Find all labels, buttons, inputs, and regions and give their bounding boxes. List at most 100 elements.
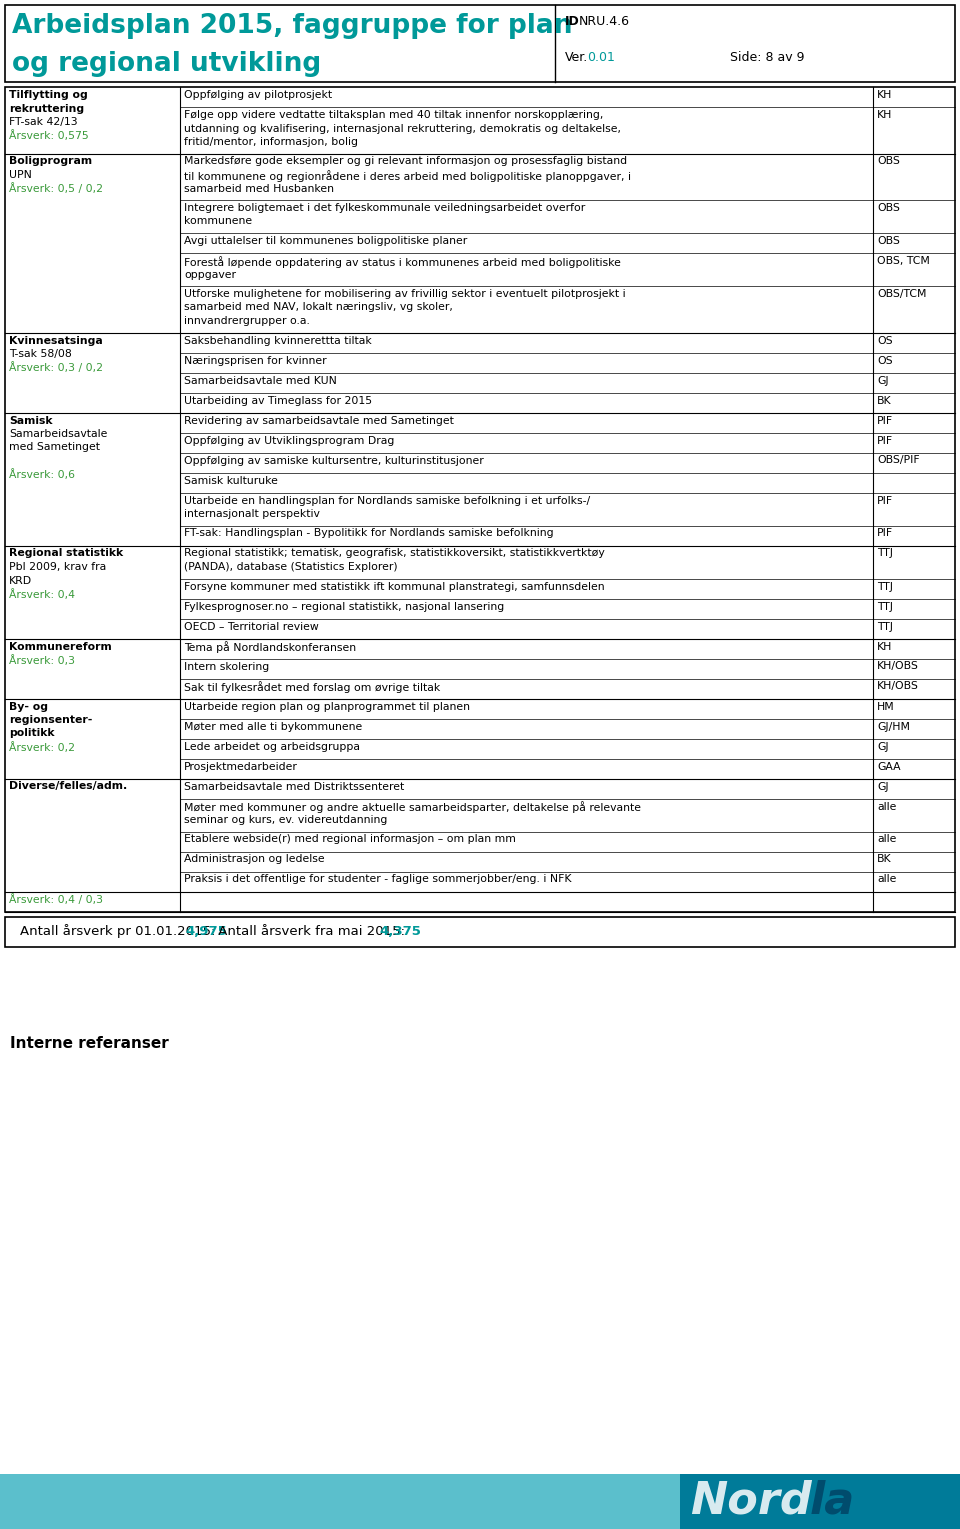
- Text: FT-sak: Handlingsplan - Bypolitikk for Nordlands samiske befolkning: FT-sak: Handlingsplan - Bypolitikk for N…: [184, 529, 554, 538]
- Text: Årsverk: 0,5 / 0,2: Årsverk: 0,5 / 0,2: [9, 183, 103, 194]
- Text: Ver.: Ver.: [565, 50, 588, 64]
- Text: Næringsprisen for kvinner: Næringsprisen for kvinner: [184, 356, 326, 365]
- Text: TTJ: TTJ: [877, 601, 893, 612]
- Text: KRD: KRD: [9, 575, 32, 586]
- Text: Kommunereform: Kommunereform: [9, 642, 111, 651]
- Text: Møter med alle ti bykommunene: Møter med alle ti bykommunene: [184, 722, 362, 731]
- Text: Følge opp videre vedtatte tiltaksplan med 40 tiltak innenfor norskopplæring,: Følge opp videre vedtatte tiltaksplan me…: [184, 110, 604, 119]
- Text: alle: alle: [877, 875, 897, 884]
- Bar: [5, 916, 955, 946]
- Text: Nord: Nord: [690, 1479, 812, 1521]
- Text: OBS, TCM: OBS, TCM: [877, 255, 930, 266]
- Bar: [5, 87, 955, 911]
- Text: Integrere boligtemaet i det fylkeskommunale veiledningsarbeidet overfor: Integrere boligtemaet i det fylkeskommun…: [184, 203, 586, 213]
- Text: Tema på Nordlandskonferansen: Tema på Nordlandskonferansen: [184, 642, 356, 653]
- Text: OBS: OBS: [877, 203, 900, 213]
- Text: GJ: GJ: [877, 781, 889, 792]
- Text: GJ: GJ: [877, 376, 889, 385]
- Text: 4,975: 4,975: [185, 925, 227, 937]
- Text: Side: 8 av 9: Side: 8 av 9: [730, 50, 804, 64]
- Text: Utarbeide region plan og planprogrammet til planen: Utarbeide region plan og planprogrammet …: [184, 702, 470, 711]
- Text: NRU.4.6: NRU.4.6: [579, 15, 630, 28]
- Text: PIF: PIF: [877, 416, 893, 425]
- Text: ID: ID: [565, 15, 580, 28]
- Text: og regional utvikling: og regional utvikling: [12, 50, 322, 76]
- Bar: [5, 5, 955, 83]
- Text: alle: alle: [877, 801, 897, 812]
- Text: Årsverk: 0,4: Årsverk: 0,4: [9, 589, 75, 599]
- Text: samarbeid med NAV, lokalt næringsliv, vg skoler,: samarbeid med NAV, lokalt næringsliv, vg…: [184, 303, 453, 312]
- Text: Intern skolering: Intern skolering: [184, 662, 269, 671]
- Text: oppgaver: oppgaver: [184, 269, 236, 280]
- Text: Saksbehandling kvinnerettta tiltak: Saksbehandling kvinnerettta tiltak: [184, 335, 372, 346]
- Text: seminar og kurs, ev. videreutdanning: seminar og kurs, ev. videreutdanning: [184, 815, 388, 826]
- Text: Markedsføre gode eksempler og gi relevant informasjon og prosessfaglig bistand: Markedsføre gode eksempler og gi relevan…: [184, 156, 627, 167]
- Text: OBS: OBS: [877, 156, 900, 167]
- Text: la: la: [810, 1479, 855, 1521]
- Text: utdanning og kvalifisering, internasjonal rekruttering, demokratis og deltakelse: utdanning og kvalifisering, internasjona…: [184, 124, 621, 133]
- Text: regionsenter-: regionsenter-: [9, 716, 92, 725]
- Text: Samarbeidsavtale med Distriktssenteret: Samarbeidsavtale med Distriktssenteret: [184, 781, 404, 792]
- Text: By- og: By- og: [9, 702, 48, 711]
- Text: Antall årsverk pr 01.01.2015:: Antall årsverk pr 01.01.2015:: [20, 925, 220, 939]
- Text: Avgi uttalelser til kommunenes boligpolitiske planer: Avgi uttalelser til kommunenes boligpoli…: [184, 235, 468, 246]
- Text: til kommunene og regionrådene i deres arbeid med boligpolitiske planoppgaver, i: til kommunene og regionrådene i deres ar…: [184, 170, 631, 182]
- Text: Fylkesprognoser.no – regional statistikk, nasjonal lansering: Fylkesprognoser.no – regional statistikk…: [184, 601, 504, 612]
- Text: KH: KH: [877, 90, 893, 99]
- Text: fritid/mentor, informasjon, bolig: fritid/mentor, informasjon, bolig: [184, 138, 358, 147]
- Text: T-sak 58/08: T-sak 58/08: [9, 349, 72, 359]
- Text: (PANDA), database (Statistics Explorer): (PANDA), database (Statistics Explorer): [184, 563, 397, 572]
- Text: Regional statistikk: Regional statistikk: [9, 549, 123, 558]
- Text: GJ: GJ: [877, 742, 889, 751]
- Text: PIF: PIF: [877, 495, 893, 506]
- Text: OBS/TCM: OBS/TCM: [877, 289, 926, 300]
- Text: Pbl 2009, krav fra: Pbl 2009, krav fra: [9, 563, 107, 572]
- Text: Etablere webside(r) med regional informasjon – om plan mm: Etablere webside(r) med regional informa…: [184, 835, 516, 844]
- Text: KH/OBS: KH/OBS: [877, 682, 919, 691]
- Text: FT-sak 42/13: FT-sak 42/13: [9, 118, 78, 127]
- Text: OBS/PIF: OBS/PIF: [877, 456, 920, 465]
- Text: Forestå løpende oppdatering av status i kommunenes arbeid med boligpolitiske: Forestå løpende oppdatering av status i …: [184, 255, 621, 268]
- Text: Årsverk: 0,3 / 0,2: Årsverk: 0,3 / 0,2: [9, 362, 103, 373]
- Text: Oppfølging av pilotprosjekt: Oppfølging av pilotprosjekt: [184, 90, 332, 99]
- Text: OS: OS: [877, 335, 893, 346]
- Text: TTJ: TTJ: [877, 549, 893, 558]
- Text: Møter med kommuner og andre aktuelle samarbeidsparter, deltakelse på relevante: Møter med kommuner og andre aktuelle sam…: [184, 801, 641, 813]
- Text: BK: BK: [877, 396, 892, 405]
- Text: Interne referanser: Interne referanser: [10, 1037, 169, 1052]
- Text: UPN: UPN: [9, 170, 32, 180]
- Text: samarbeid med Husbanken: samarbeid med Husbanken: [184, 183, 334, 194]
- Text: med Sametinget: med Sametinget: [9, 442, 100, 453]
- Text: Lede arbeidet og arbeidsgruppa: Lede arbeidet og arbeidsgruppa: [184, 742, 360, 751]
- Text: Utarbeiding av Timeglass for 2015: Utarbeiding av Timeglass for 2015: [184, 396, 372, 405]
- Text: Oppfølging av Utviklingsprogram Drag: Oppfølging av Utviklingsprogram Drag: [184, 436, 395, 445]
- Text: Revidering av samarbeidsavtale med Sametinget: Revidering av samarbeidsavtale med Samet…: [184, 416, 454, 425]
- Text: 4,375: 4,375: [379, 925, 421, 937]
- Text: BK: BK: [877, 855, 892, 864]
- Text: Utarbeide en handlingsplan for Nordlands samiske befolkning i et urfolks-/: Utarbeide en handlingsplan for Nordlands…: [184, 495, 590, 506]
- Text: HM: HM: [877, 702, 895, 711]
- Text: KH: KH: [877, 642, 893, 651]
- Text: Sak til fylkesrådet med forslag om øvrige tiltak: Sak til fylkesrådet med forslag om øvrig…: [184, 682, 441, 694]
- Text: Boligprogram: Boligprogram: [9, 156, 92, 167]
- Text: Antall årsverk fra mai 2015:: Antall årsverk fra mai 2015:: [214, 925, 410, 937]
- Text: TTJ: TTJ: [877, 621, 893, 631]
- Text: Arbeidsplan 2015, faggruppe for plan: Arbeidsplan 2015, faggruppe for plan: [12, 14, 572, 40]
- Text: PIF: PIF: [877, 436, 893, 445]
- Text: 0.01: 0.01: [587, 50, 614, 64]
- Text: Tilflytting og: Tilflytting og: [9, 90, 87, 99]
- Text: OBS: OBS: [877, 235, 900, 246]
- Text: Diverse/felles/adm.: Diverse/felles/adm.: [9, 781, 128, 792]
- Text: OECD – Territorial review: OECD – Territorial review: [184, 621, 319, 631]
- Text: Samisk: Samisk: [9, 416, 53, 425]
- Text: TTJ: TTJ: [877, 581, 893, 592]
- Text: Årsverk: 0,6: Årsverk: 0,6: [9, 469, 75, 480]
- Text: KH/OBS: KH/OBS: [877, 662, 919, 671]
- Text: KH: KH: [877, 110, 893, 119]
- Text: Regional statistikk; tematisk, geografisk, statistikkoversikt, statistikkvertktø: Regional statistikk; tematisk, geografis…: [184, 549, 605, 558]
- Text: Forsyne kommuner med statistikk ift kommunal planstrategi, samfunnsdelen: Forsyne kommuner med statistikk ift komm…: [184, 581, 605, 592]
- Text: politikk: politikk: [9, 728, 55, 739]
- Text: Samarbeidsavtale: Samarbeidsavtale: [9, 430, 108, 439]
- Bar: [0, 1474, 960, 1529]
- Text: GJ/HM: GJ/HM: [877, 722, 910, 731]
